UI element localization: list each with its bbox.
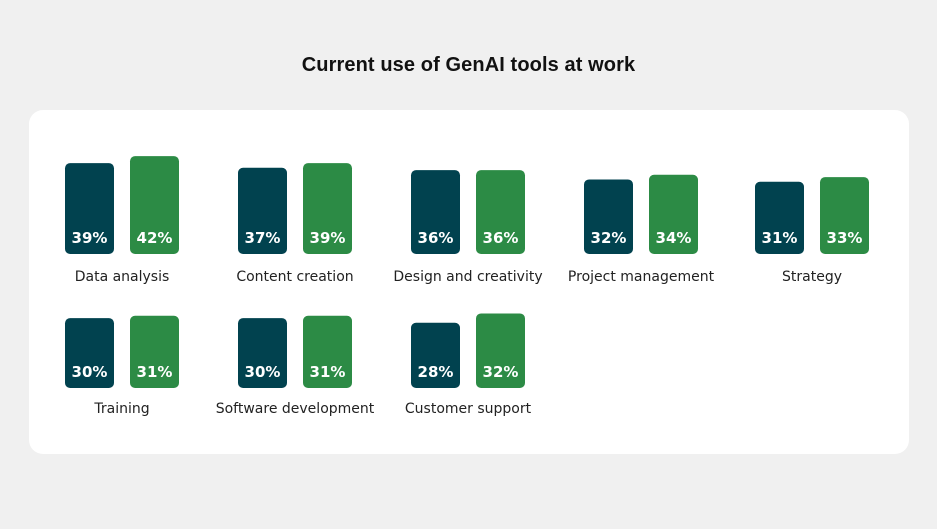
category-label: Content creation	[236, 269, 353, 285]
category-group: 39% 42% Data analysis	[65, 156, 179, 285]
bar-series-2	[130, 315, 179, 388]
bar-series-2	[476, 170, 525, 254]
bar-value-label: 34%	[656, 229, 692, 247]
category-label: Customer support	[405, 401, 532, 417]
bar-series-2	[303, 315, 352, 388]
category-label: Software development	[216, 401, 375, 417]
bar-value-label: 36%	[418, 229, 454, 247]
category-group: 30% 31% Software development	[216, 315, 375, 417]
bar-series-2	[476, 313, 525, 388]
bar-series-2	[130, 156, 179, 254]
bar-value-label: 39%	[310, 229, 346, 247]
bar-series-1	[238, 167, 287, 254]
bar-series-1	[584, 179, 633, 254]
bar-series-1	[755, 181, 804, 254]
category-label: Training	[93, 401, 149, 417]
bar-value-label: 31%	[762, 229, 798, 247]
bar-value-label: 28%	[418, 363, 454, 381]
category-label: Project management	[568, 269, 715, 285]
category-group: 37% 39% Content creation	[236, 163, 354, 285]
bar-series-1	[411, 322, 460, 388]
category-group: 36% 36% Design and creativity	[393, 170, 543, 285]
bar-value-label: 32%	[591, 229, 627, 247]
bar-series-1	[65, 318, 114, 388]
chart-title: Current use of GenAI tools at work	[301, 54, 636, 76]
bar-value-label: 39%	[72, 229, 108, 247]
category-group: 30% 31% Training	[65, 315, 179, 417]
category-label: Data analysis	[75, 269, 170, 285]
bar-series-2	[820, 177, 869, 254]
bar-value-label: 31%	[310, 363, 346, 381]
bar-value-label: 42%	[137, 229, 173, 247]
bar-series-1	[238, 318, 287, 388]
category-group: 31% 33% Strategy	[755, 177, 869, 285]
category-group: 28% 32% Customer support	[405, 313, 532, 417]
category-group: 32% 34% Project management	[568, 174, 715, 285]
bar-series-1	[411, 170, 460, 254]
bar-value-label: 31%	[137, 363, 173, 381]
bar-series-2	[649, 174, 698, 254]
bar-value-label: 32%	[483, 363, 519, 381]
bar-value-label: 37%	[245, 229, 281, 247]
category-label: Design and creativity	[393, 269, 542, 285]
category-label: Strategy	[782, 269, 842, 285]
bar-value-label: 33%	[827, 229, 863, 247]
bar-value-label: 30%	[72, 363, 108, 381]
bar-value-label: 30%	[245, 363, 281, 381]
bar-value-label: 36%	[483, 229, 519, 247]
bar-series-2	[303, 163, 352, 254]
bar-series-1	[65, 163, 114, 254]
